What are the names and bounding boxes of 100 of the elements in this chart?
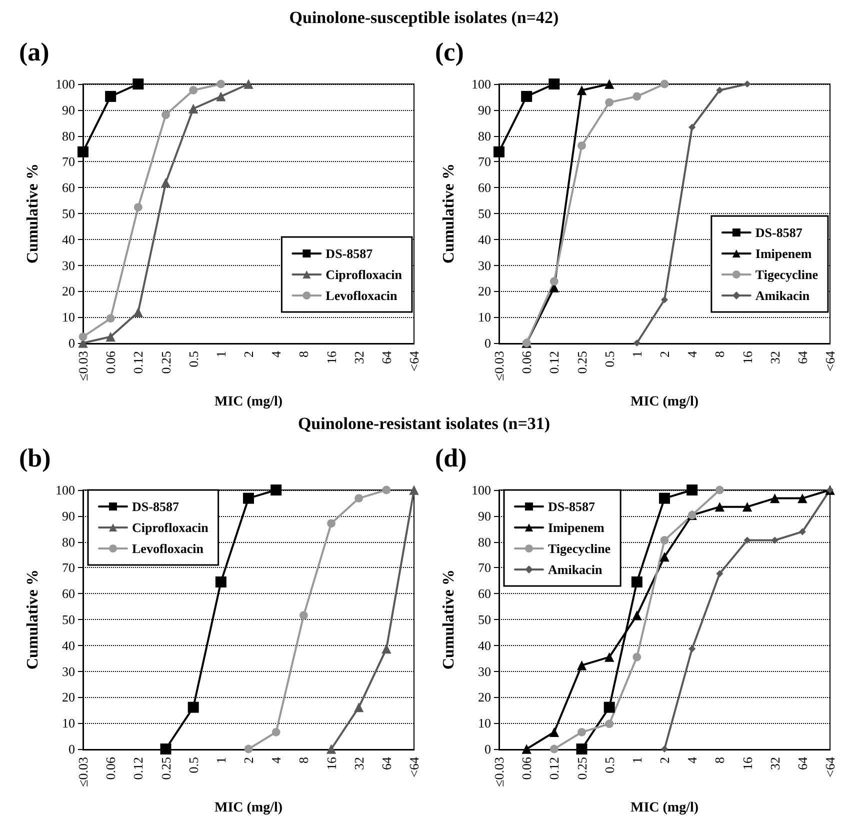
legend-label: Ciprofloxacin [132,520,210,535]
x-tick-label: 0.12 [546,351,562,374]
x-tick-label: 0.06 [103,350,118,374]
x-tick-label: 32 [767,757,782,770]
legend-label: Amikacin [548,562,603,577]
chart-title: (d) [435,444,467,472]
x-tick-label: 16 [324,350,339,364]
legend-label: Tigecycline [755,267,818,282]
point [604,652,614,662]
point [688,645,696,652]
x-tick-label: 0.06 [519,350,534,374]
x-tick-label: 4 [268,756,284,764]
y-tick-label: 90 [478,508,491,524]
y-tick-label: 20 [478,690,491,705]
y-tick-label: 80 [62,534,75,550]
y-tick-label: 90 [62,102,75,118]
point [660,552,670,562]
y-tick-label: 60 [62,180,75,196]
point [770,493,780,504]
legend-label: DS-8587 [132,499,180,514]
y-tick-label: 30 [62,664,75,679]
x-axis-title: MIC (mg/l) [630,394,699,410]
x-tick-label: 8 [296,351,312,358]
x-tick-label: <64 [822,350,838,372]
y-tick-label: 10 [62,310,75,325]
x-tick-label: 0.12 [546,757,562,780]
x-tick-label: 32 [351,351,366,364]
y-tick-label: 20 [478,284,491,299]
point [771,536,778,544]
point [327,519,336,528]
point [134,203,142,212]
y-tick-label: 70 [478,154,491,170]
y-tick-label: 40 [478,232,491,247]
point [494,146,504,158]
x-tick-label: 16 [740,756,755,770]
point [162,110,170,120]
y-tick-label: 80 [62,128,75,144]
point [744,536,751,544]
point [299,611,308,620]
point [160,178,171,188]
y-tick-label: 30 [478,258,491,273]
y-tick-label: 10 [478,310,491,325]
point [576,660,587,670]
point [632,652,642,662]
legend-label: DS-8587 [326,246,374,261]
y-tick-label: 50 [62,612,75,627]
y-tick-label: 80 [478,534,491,550]
x-tick-label: 0.06 [103,756,118,780]
point [716,86,724,94]
y-tick-label: 60 [62,586,75,602]
point [660,536,669,544]
point [798,493,808,504]
point [576,744,588,754]
point [605,98,614,107]
y-tick-label: 20 [62,690,75,705]
x-tick-label: 0.5 [186,757,201,774]
x-tick-label: 0.06 [519,756,534,780]
y-tick-label: 60 [478,180,491,196]
x-tick-label: 8 [296,757,312,764]
y-tick-label: 0 [68,742,75,756]
x-tick-label: 32 [351,757,366,770]
point [188,702,199,713]
point [688,124,696,131]
y-tick-label: 50 [478,612,491,627]
y-tick-label: 70 [62,560,75,576]
x-tick-label: 0.5 [602,757,617,774]
x-tick-label: ≤0.03 [492,351,506,381]
point [744,80,751,88]
legend-label: Ciprofloxacin [326,267,403,282]
point [742,502,752,512]
y-tick-label: 40 [62,232,75,247]
legend-label: DS-8587 [548,499,596,514]
x-tick-label: 0.12 [130,351,146,374]
point [632,610,642,620]
legend-label: DS-8587 [755,225,803,240]
y-tick-label: 40 [62,638,75,653]
y-axis-title: Cumulative % [440,570,458,670]
y-tick-label: 0 [484,336,491,350]
x-tick-label: 64 [794,350,810,364]
text: Quinolone-susceptible isolates (n=42) [289,8,559,27]
point [550,277,558,286]
point [605,720,614,728]
x-tick-label: 0.25 [158,351,174,374]
x-axis-title: MIC (mg/l) [214,394,283,410]
x-axis-title: MIC (mg/l) [630,800,699,816]
point [244,744,253,754]
point [714,502,725,512]
legend-label: Levofloxacin [132,541,204,556]
point [215,576,226,588]
point [272,728,280,736]
point [659,492,670,504]
point [188,104,198,114]
point [78,146,88,158]
point [716,570,724,578]
point [106,314,115,323]
point [548,78,560,90]
point [326,744,336,754]
y-tick-label: 20 [62,284,75,299]
point [660,80,669,88]
x-axis-title: MIC (mg/l) [214,800,283,816]
